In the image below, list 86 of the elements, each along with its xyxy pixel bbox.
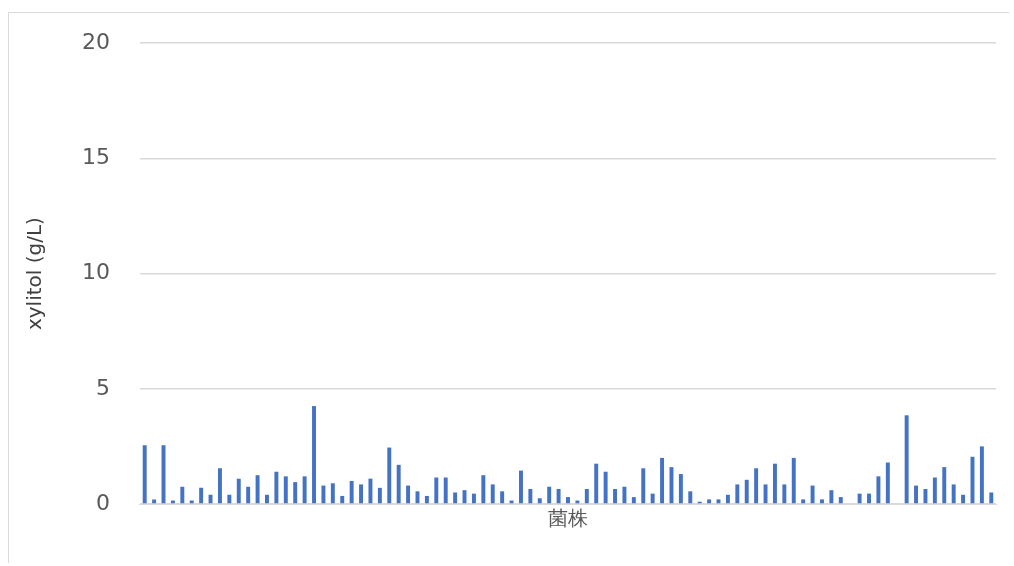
bar bbox=[471, 493, 476, 504]
bar bbox=[735, 484, 740, 504]
bar bbox=[274, 471, 279, 504]
bar bbox=[293, 482, 298, 504]
bar bbox=[518, 470, 523, 504]
bar bbox=[650, 493, 655, 504]
bar bbox=[923, 489, 928, 504]
bar bbox=[744, 479, 749, 504]
bar bbox=[754, 468, 759, 504]
bar bbox=[142, 445, 147, 504]
bar bbox=[772, 463, 777, 504]
bar bbox=[810, 485, 815, 504]
bar bbox=[152, 499, 157, 504]
y-tick-label: 20 bbox=[81, 28, 110, 54]
bar bbox=[885, 462, 890, 504]
bar bbox=[932, 477, 937, 504]
bar bbox=[838, 497, 843, 504]
bar bbox=[377, 487, 382, 504]
bar bbox=[669, 467, 674, 504]
bar bbox=[255, 475, 260, 504]
bar bbox=[979, 446, 984, 504]
bar bbox=[246, 486, 251, 504]
y-tick-label: 0 bbox=[95, 489, 110, 515]
bar bbox=[876, 476, 881, 504]
bar bbox=[989, 492, 994, 504]
bar bbox=[660, 457, 665, 504]
bar bbox=[443, 477, 448, 504]
y-tick-label: 5 bbox=[95, 374, 110, 400]
bar bbox=[500, 491, 505, 504]
bar bbox=[368, 478, 373, 504]
bar bbox=[678, 474, 683, 504]
bar bbox=[283, 476, 288, 504]
bar bbox=[180, 486, 185, 504]
bar bbox=[603, 471, 608, 504]
bar bbox=[490, 484, 495, 504]
bar bbox=[829, 490, 834, 504]
bar bbox=[227, 494, 232, 504]
bar bbox=[631, 497, 636, 504]
y-tick-label: 10 bbox=[81, 259, 110, 285]
bar bbox=[707, 499, 712, 504]
bar bbox=[217, 468, 222, 504]
bar bbox=[547, 486, 552, 504]
bar bbox=[914, 485, 919, 504]
bar bbox=[396, 464, 401, 504]
bar bbox=[528, 489, 533, 504]
bar bbox=[566, 497, 570, 504]
bar bbox=[330, 483, 335, 504]
bar bbox=[904, 415, 909, 504]
bar bbox=[556, 489, 561, 504]
bar bbox=[942, 467, 947, 504]
bar bbox=[208, 494, 213, 504]
bar bbox=[302, 476, 307, 504]
bar bbox=[867, 493, 871, 504]
bar bbox=[340, 495, 345, 504]
bar bbox=[406, 485, 411, 504]
y-axis-title: xylitol (g/L) bbox=[22, 217, 47, 331]
bar bbox=[622, 486, 627, 504]
bar bbox=[820, 499, 824, 504]
bar bbox=[265, 494, 269, 504]
bar bbox=[801, 499, 806, 504]
bar bbox=[782, 484, 787, 504]
bar bbox=[613, 489, 618, 504]
bar bbox=[725, 494, 730, 504]
y-tick-label: 15 bbox=[81, 144, 110, 170]
bar bbox=[763, 484, 768, 504]
bar bbox=[584, 489, 589, 504]
x-axis-title: 菌株 bbox=[548, 506, 588, 531]
bar bbox=[481, 475, 486, 504]
bar bbox=[387, 447, 392, 504]
bar bbox=[537, 498, 542, 504]
bar bbox=[857, 493, 862, 504]
bar bbox=[359, 484, 364, 504]
bar bbox=[688, 491, 693, 504]
bar bbox=[453, 492, 458, 504]
bar bbox=[321, 485, 326, 504]
bar bbox=[424, 495, 429, 504]
bar bbox=[951, 484, 956, 504]
bar bbox=[594, 463, 599, 504]
bar bbox=[434, 477, 439, 504]
bar bbox=[961, 494, 966, 504]
bar bbox=[641, 468, 646, 504]
bar bbox=[236, 478, 241, 504]
bar bbox=[199, 487, 204, 504]
bar bbox=[791, 457, 796, 504]
bar bbox=[349, 480, 354, 504]
bar bbox=[312, 406, 316, 504]
